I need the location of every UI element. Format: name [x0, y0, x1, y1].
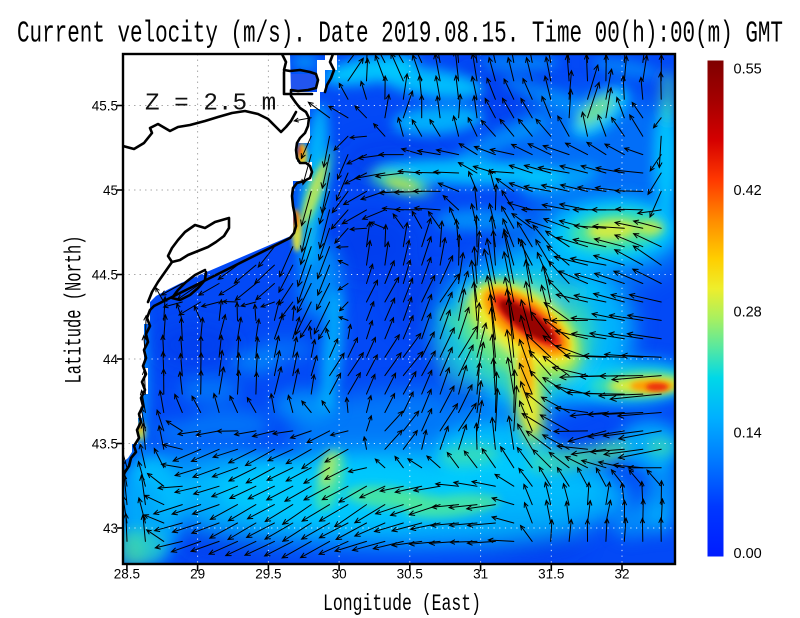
svg-text:30: 30	[332, 567, 347, 582]
svg-text:Latitude (North): Latitude (North)	[62, 236, 88, 384]
svg-text:45.5: 45.5	[92, 98, 118, 113]
svg-text:43: 43	[103, 521, 118, 536]
svg-text:31: 31	[473, 567, 488, 582]
svg-text:Z = 2.5 m: Z = 2.5 m	[145, 91, 276, 118]
svg-text:44: 44	[103, 352, 119, 367]
svg-text:0.14: 0.14	[734, 426, 762, 442]
svg-text:0.55: 0.55	[734, 62, 762, 78]
svg-text:0.00: 0.00	[734, 546, 762, 562]
svg-text:0.28: 0.28	[734, 305, 762, 321]
svg-text:44.5: 44.5	[92, 267, 118, 282]
svg-text:45: 45	[103, 183, 118, 198]
svg-text:29.5: 29.5	[255, 567, 281, 582]
svg-text:32: 32	[614, 567, 629, 582]
svg-text:Longitude (East): Longitude (East)	[323, 591, 481, 617]
svg-text:Current velocity (m/s). Date 2: Current velocity (m/s). Date 2019.08.15.…	[17, 16, 783, 51]
svg-text:28.5: 28.5	[114, 567, 140, 582]
svg-text:0.42: 0.42	[734, 183, 762, 199]
svg-text:43.5: 43.5	[92, 436, 118, 451]
svg-text:30.5: 30.5	[397, 567, 423, 582]
svg-text:31.5: 31.5	[538, 567, 564, 582]
svg-text:29: 29	[190, 567, 205, 582]
